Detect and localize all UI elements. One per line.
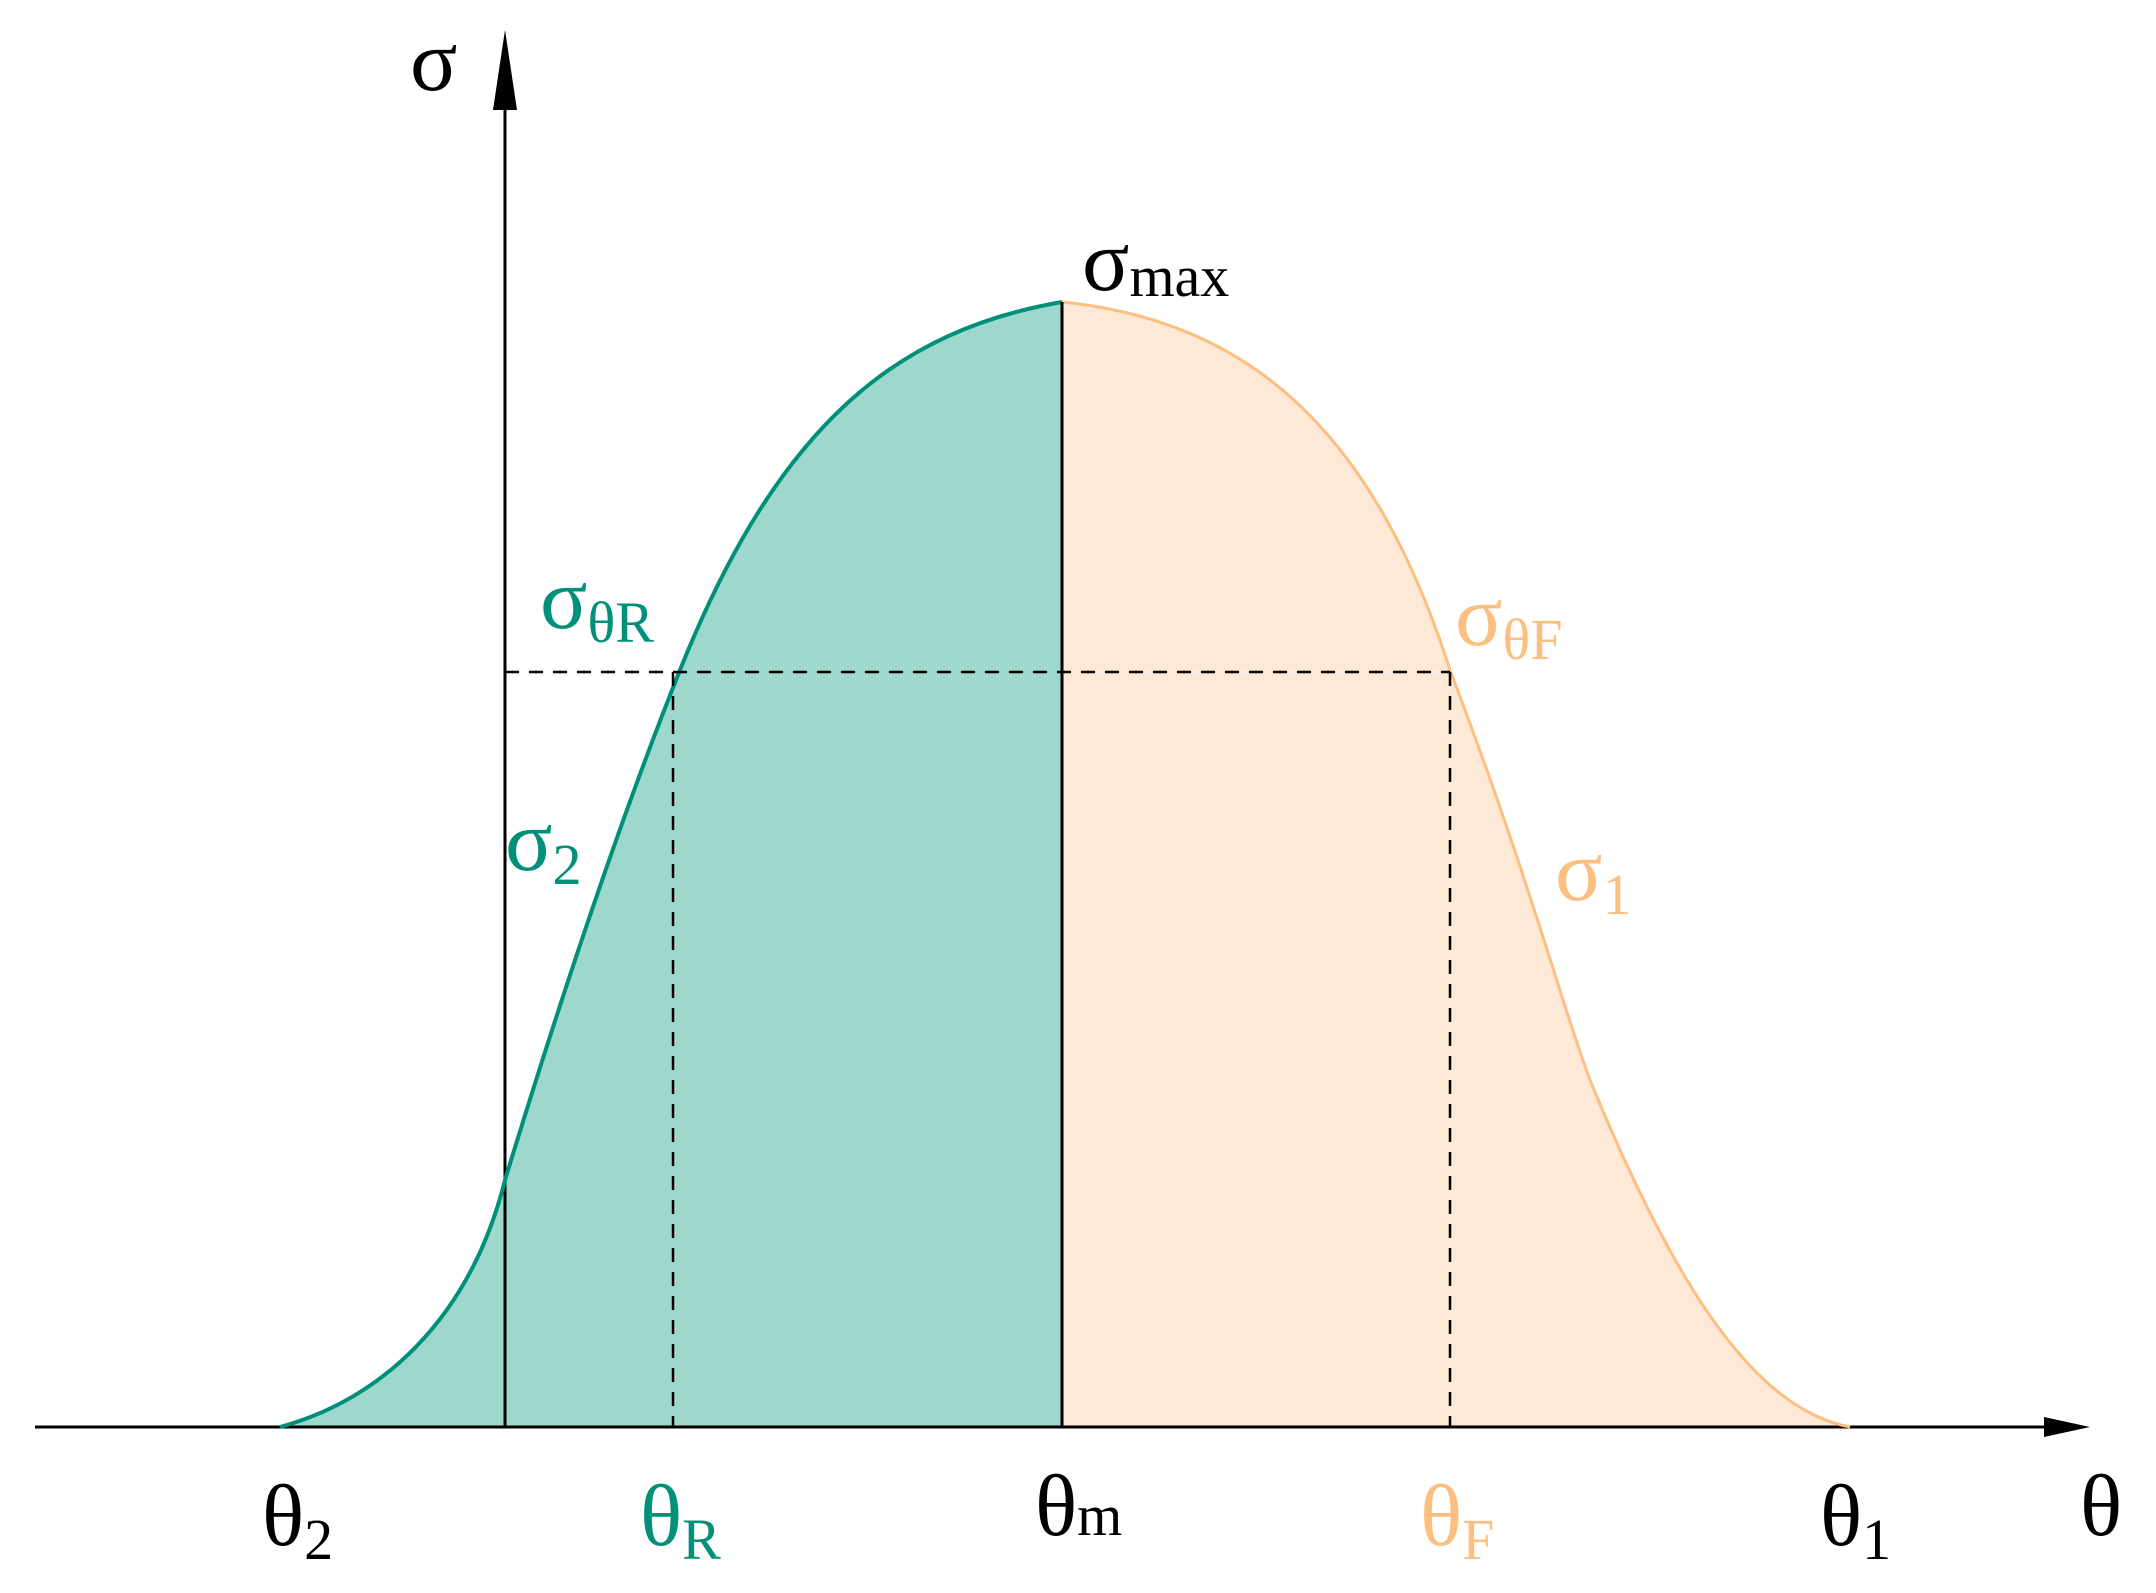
tick-theta-2: θ2 [262, 1468, 333, 1572]
sigma-theta-r-label: σθR [540, 551, 654, 655]
y-axis-arrow [493, 30, 517, 110]
falling-curve-sigma1 [1061, 300, 1851, 1429]
sigma-theta-f-label: σθF [1455, 568, 1562, 672]
y-axis-label: σ [410, 13, 457, 110]
x-axis-arrow [2044, 1417, 2090, 1437]
tick-theta-m: θm [1035, 1458, 1122, 1555]
sigma-max-label: σmax [1082, 213, 1229, 310]
tick-theta-1: θ1 [1820, 1468, 1891, 1572]
x-axis-label: θ [2080, 1458, 2122, 1555]
rising-curve-sigma2 [279, 300, 1063, 1429]
sigma-2-label: σ2 [505, 793, 581, 897]
falling-region [1062, 302, 1850, 1427]
tick-theta-f: θF [1420, 1468, 1494, 1572]
tick-theta-r: θR [640, 1468, 721, 1572]
rising-region [280, 302, 1062, 1427]
sigma-1-label: σ1 [1555, 823, 1631, 927]
